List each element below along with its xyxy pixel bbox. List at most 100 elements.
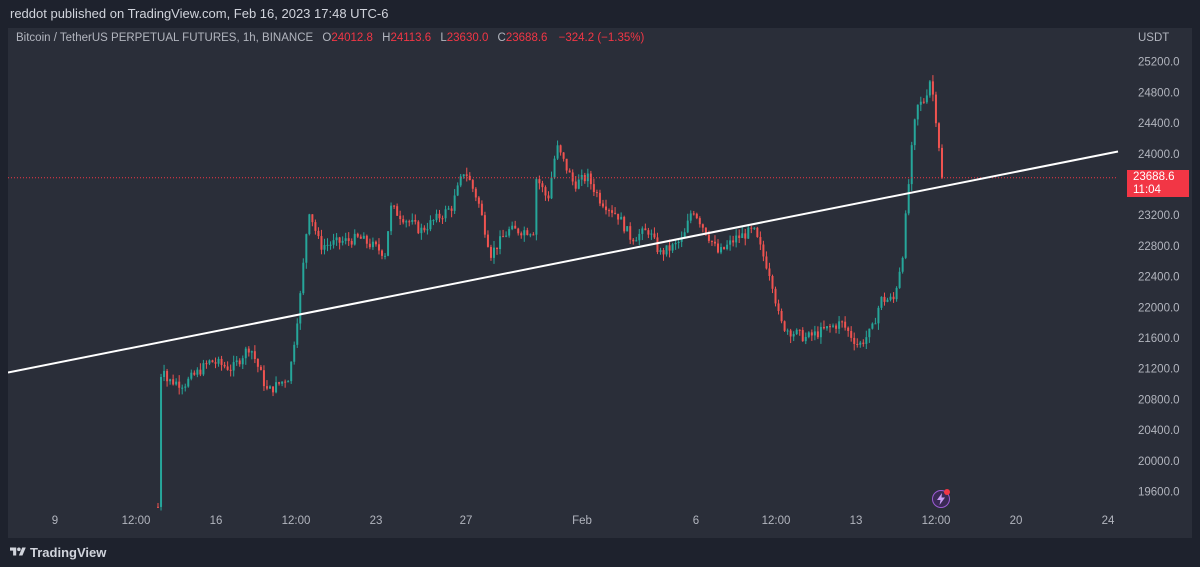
candle-body xyxy=(193,372,196,375)
candle-body xyxy=(317,230,320,237)
candle-body xyxy=(217,358,220,364)
candle-body xyxy=(474,188,477,198)
candle-body xyxy=(907,184,910,214)
candle-body xyxy=(211,360,214,363)
candle-body xyxy=(480,203,483,216)
y-tick-label: 25200.0 xyxy=(1138,57,1180,69)
candle-body xyxy=(256,358,259,367)
notification-dot xyxy=(944,489,950,495)
candle-body xyxy=(638,233,641,241)
candle-body xyxy=(547,195,550,199)
x-tick-label: 23 xyxy=(370,515,383,527)
candle-body xyxy=(496,247,499,250)
candle-body xyxy=(302,262,305,294)
candle-body xyxy=(825,326,828,329)
candle-body xyxy=(505,235,508,237)
candle-body xyxy=(810,332,813,336)
candle-body xyxy=(220,358,223,365)
candle-body xyxy=(862,342,865,344)
chart-area[interactable]: Bitcoin / TetherUS PERPETUAL FUTURES, 1h… xyxy=(8,28,1192,538)
candle-body xyxy=(486,234,489,247)
y-tick-label: 22400.0 xyxy=(1138,272,1180,284)
x-tick-label: 16 xyxy=(210,515,223,527)
candle-body xyxy=(323,245,326,250)
candle-body xyxy=(265,386,268,389)
candle-body xyxy=(895,287,898,300)
candle-body xyxy=(178,381,181,388)
candle-body xyxy=(344,238,347,241)
price-axis[interactable]: 19600.0 20000.0 20400.0 20800.0 21200.0 21600… xyxy=(1118,28,1192,510)
candle-body xyxy=(617,213,620,220)
candle-body xyxy=(641,228,644,234)
candle-body xyxy=(562,152,565,159)
candle-body xyxy=(320,236,323,250)
time-axis[interactable]: 9 12:00 16 12:00 23 27 Feb 6 12:00 13 12:00 20 24 xyxy=(8,510,1118,538)
candle-body xyxy=(934,94,937,124)
brand-name[interactable]: TradingView xyxy=(30,545,107,560)
candle-body xyxy=(353,233,356,245)
candle-body xyxy=(429,220,432,230)
candle-body xyxy=(601,203,604,207)
candle-body xyxy=(556,145,559,159)
candle-body xyxy=(913,119,916,146)
candle-body xyxy=(281,381,284,384)
candle-body xyxy=(774,288,777,304)
candle-body xyxy=(762,244,765,257)
candle-body xyxy=(202,363,205,375)
candle-body xyxy=(807,332,810,337)
candle-body xyxy=(589,173,592,185)
candle-body xyxy=(381,250,383,256)
candle-body xyxy=(269,386,271,389)
candle-body xyxy=(259,366,262,371)
candle-body xyxy=(296,323,299,345)
trendline[interactable] xyxy=(8,150,1119,374)
candle-body xyxy=(387,231,390,256)
candle-body xyxy=(720,247,723,253)
candle-body xyxy=(169,379,172,382)
candle-body xyxy=(916,104,919,120)
candle-body xyxy=(644,228,647,231)
candle-body xyxy=(832,325,835,327)
candle-body xyxy=(299,293,302,324)
candle-body xyxy=(910,145,913,185)
candle-body xyxy=(750,227,753,229)
candle-body xyxy=(632,239,635,242)
candle-body xyxy=(529,234,532,236)
candle-body xyxy=(723,247,726,250)
x-tick-label: 9 xyxy=(52,515,58,527)
candle-body xyxy=(707,234,710,241)
candle-body xyxy=(526,230,529,235)
candle-body xyxy=(432,220,435,222)
symbol-title[interactable]: Bitcoin / TetherUS PERPETUAL FUTURES, 1h… xyxy=(16,32,314,44)
candle-body xyxy=(238,360,241,365)
candle-body xyxy=(390,205,393,232)
y-tick-label: 24400.0 xyxy=(1138,118,1180,130)
candle-body xyxy=(311,214,314,223)
candle-body xyxy=(677,241,680,244)
candle-body xyxy=(247,348,250,353)
candle-body xyxy=(190,372,193,379)
price-chart-svg[interactable] xyxy=(8,28,1192,538)
candle-body xyxy=(574,181,577,189)
open-label: O xyxy=(322,32,332,44)
candle-body xyxy=(804,336,807,342)
candle-body xyxy=(717,243,719,253)
candle-body xyxy=(553,158,556,178)
candle-body xyxy=(187,378,190,387)
candle-body xyxy=(859,342,862,345)
candle-body xyxy=(901,257,904,272)
candle-body xyxy=(792,334,795,337)
candle-body xyxy=(592,184,595,193)
candle-body xyxy=(928,81,931,96)
candle-body xyxy=(523,230,526,236)
candle-body xyxy=(199,369,202,375)
candle-body xyxy=(241,358,244,365)
candle-body xyxy=(499,236,502,250)
candle-body xyxy=(813,331,816,336)
tradingview-logo-icon[interactable] xyxy=(10,545,26,559)
candle-body xyxy=(465,174,468,176)
candle-body xyxy=(614,212,617,214)
symbol-legend[interactable]: Bitcoin / TetherUS PERPETUAL FUTURES, 1h… xyxy=(16,32,644,44)
candle-body xyxy=(438,213,441,219)
candle-body xyxy=(850,331,853,338)
